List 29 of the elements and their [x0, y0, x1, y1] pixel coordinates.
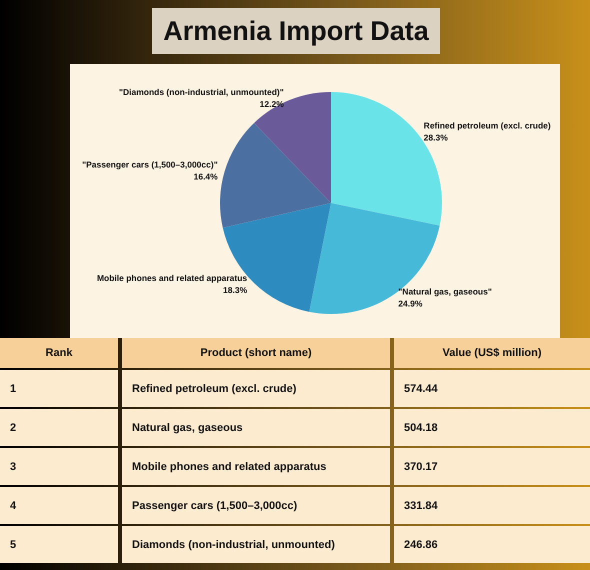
text: Rank — [0, 338, 118, 368]
text: 1 — [0, 370, 118, 407]
text: 246.86 — [394, 526, 590, 563]
data-label: 16.4% — [194, 172, 218, 182]
data-label: 24.9% — [398, 298, 423, 308]
text: 574.44 — [394, 370, 590, 407]
data-label: 12.2% — [260, 99, 284, 110]
slice-label: Refined petroleum (excl. crude) — [424, 120, 551, 131]
text: 331.84 — [394, 487, 590, 524]
text: 504.18 — [394, 409, 590, 446]
text: 4 — [0, 487, 118, 524]
text: Natural gas, gaseous — [122, 409, 390, 446]
text: Mobile phones and related apparatus — [122, 448, 390, 485]
data-label: 28.3% — [424, 132, 448, 143]
text: 3 — [0, 448, 118, 485]
text: 5 — [0, 526, 118, 563]
slice-label: "Passenger cars (1,500–3,000cc)" — [82, 160, 218, 170]
text: Diamonds (non-industrial, unmounted) — [122, 526, 390, 563]
slice-label: Mobile phones and related apparatus — [96, 272, 248, 283]
text: Refined petroleum (excl. crude) — [122, 370, 390, 407]
chart-title: Armenia Import Data — [152, 8, 440, 54]
text: 2 — [0, 409, 118, 446]
slice-label: "Diamonds (non-industrial, unmounted)" — [118, 87, 284, 98]
data-label: 18.3% — [223, 284, 248, 295]
text: Product (short name) — [122, 338, 390, 368]
text: Passenger cars (1,500–3,000cc) — [122, 487, 390, 524]
text: Value (US$ million) — [394, 338, 590, 368]
slice-label: "Natural gas, gaseous" — [398, 286, 492, 296]
text: 370.17 — [394, 448, 590, 485]
